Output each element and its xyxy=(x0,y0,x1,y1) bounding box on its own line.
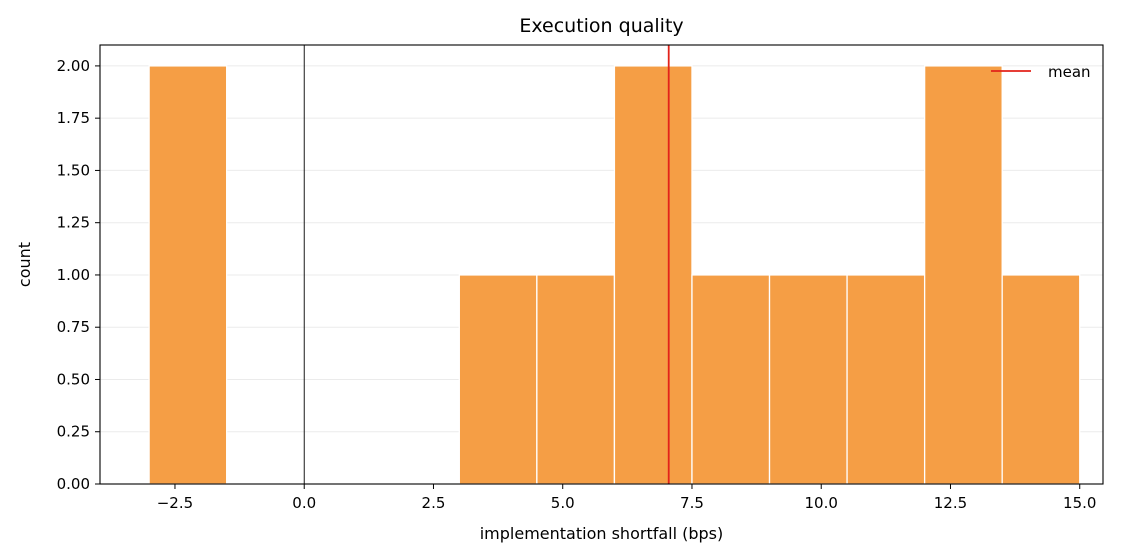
x-tick-label: 10.0 xyxy=(805,494,838,512)
y-tick-label: 1.50 xyxy=(57,161,90,179)
y-tick-label: 1.00 xyxy=(57,266,90,284)
x-tick-label: −2.5 xyxy=(157,494,193,512)
histogram-bar xyxy=(148,65,228,485)
histogram-bar xyxy=(458,274,538,485)
y-tick-label: 0.75 xyxy=(57,318,90,336)
x-tick-label: 0.0 xyxy=(292,494,316,512)
x-axis-label: implementation shortfall (bps) xyxy=(480,524,724,543)
x-tick-label: 5.0 xyxy=(551,494,575,512)
histogram-bars xyxy=(148,65,1081,485)
y-tick-label: 0.25 xyxy=(57,423,90,441)
y-tick-label: 0.50 xyxy=(57,370,90,388)
y-tick-label: 1.75 xyxy=(57,109,90,127)
x-tick-label: 7.5 xyxy=(680,494,704,512)
x-tick-label: 15.0 xyxy=(1063,494,1096,512)
y-tick-label: 0.00 xyxy=(57,475,90,493)
chart-title: Execution quality xyxy=(519,15,683,37)
legend: mean xyxy=(991,63,1091,81)
x-tick-label: 12.5 xyxy=(934,494,967,512)
legend-mean-label: mean xyxy=(1048,63,1091,81)
histogram-bar xyxy=(923,65,1003,485)
histogram-bar xyxy=(846,274,926,485)
y-tick-label: 1.25 xyxy=(57,214,90,232)
x-axis-ticks: −2.5 0.0 2.5 5.0 7.5 10.0 12.5 15.0 xyxy=(157,484,1096,512)
x-tick-label: 2.5 xyxy=(422,494,446,512)
histogram-bar xyxy=(691,274,771,485)
y-axis-label: count xyxy=(15,242,34,287)
reference-lines xyxy=(303,45,670,484)
histogram-bar xyxy=(1001,274,1081,485)
histogram-bar xyxy=(536,274,616,485)
y-tick-label: 2.00 xyxy=(57,57,90,75)
plot-frame xyxy=(99,44,1104,485)
histogram-bar xyxy=(613,65,693,485)
histogram-bar xyxy=(768,274,848,485)
y-axis-ticks: 0.00 0.25 0.50 0.75 1.00 1.25 1.50 1.75 2.00 xyxy=(57,57,100,493)
